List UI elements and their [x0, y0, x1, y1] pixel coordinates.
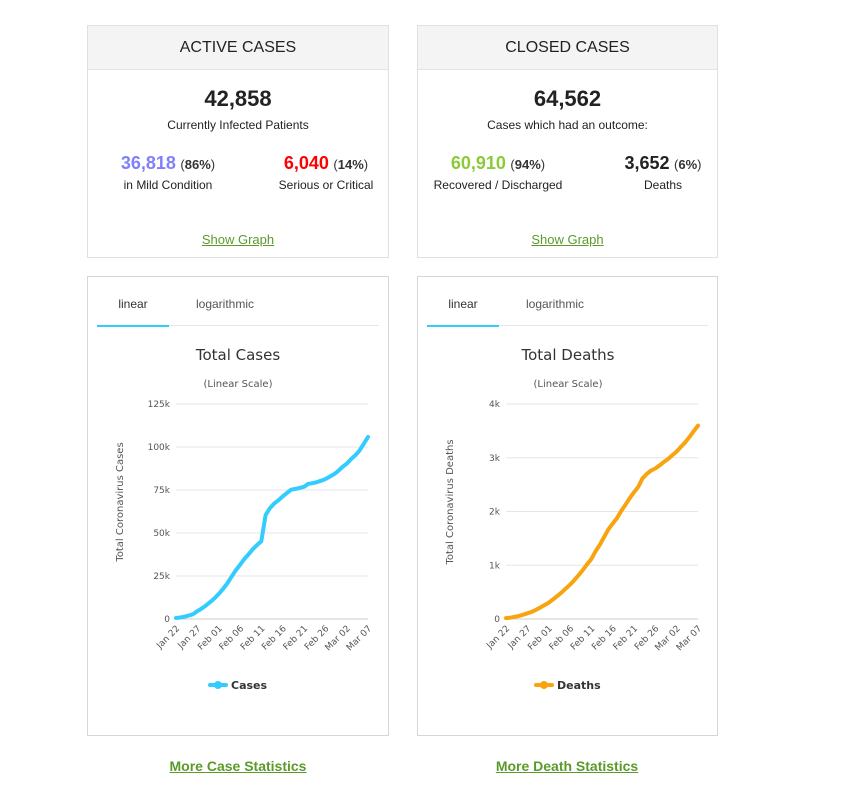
mild-label: in Mild Condition: [123, 178, 213, 192]
deaths-percent: (6%): [674, 157, 702, 172]
y-tick-label: 0: [164, 615, 170, 625]
y-tick-label: 1k: [489, 561, 501, 571]
y-tick-label: 25k: [153, 572, 170, 582]
cases-chart-tabs: linear logarithmic: [97, 287, 379, 327]
closed-cases-total-label: Cases which had an outcome:: [487, 118, 648, 132]
recovered-percent: (94%): [510, 157, 546, 172]
mild-count: 36,818: [120, 153, 176, 173]
y-tick-label: 4k: [489, 400, 501, 410]
active-show-graph-link[interactable]: Show Graph: [201, 232, 275, 247]
serious-count: 6,040: [283, 153, 329, 173]
y-tick-label: 125k: [148, 400, 171, 410]
deaths-chart-tabs: linear logarithmic: [427, 287, 708, 327]
closed-cases-panel: CLOSED CASES 64,562 Cases which had an o…: [417, 25, 718, 258]
recovered-stat: 60,910 (94%) Recovered / Discharged: [418, 153, 578, 192]
more-death-statistics-link[interactable]: More Death Statistics: [495, 758, 639, 774]
mild-percent: (86%): [180, 157, 216, 172]
tab-linear[interactable]: linear: [427, 287, 499, 327]
legend-label: Cases: [231, 679, 268, 692]
y-tick-label: 2k: [489, 508, 501, 518]
chart-legend: Deaths: [534, 679, 601, 692]
x-tick-label: Jan 22: [154, 624, 182, 652]
active-cases-total: 42,858: [204, 86, 272, 111]
cases-chart: Total Cases (Linear Scale) Total Coronav…: [115, 346, 375, 692]
y-axis-title: Total Coronavirus Deaths: [445, 439, 456, 565]
chart-subtitle: (Linear Scale): [534, 379, 603, 390]
chart-subtitle: (Linear Scale): [204, 379, 273, 390]
legend-marker: [540, 681, 548, 689]
y-tick-label: 100k: [148, 443, 171, 453]
y-tick-label: 0: [494, 615, 500, 625]
closed-cases-total: 64,562: [533, 86, 602, 111]
chart-title: Total Deaths: [521, 346, 615, 364]
series-line-deaths: [504, 423, 700, 621]
legend-marker: [214, 681, 222, 689]
chart-title: Total Cases: [195, 346, 281, 364]
active-cases-total-label: Currently Infected Patients: [167, 118, 309, 132]
active-cases-panel: ACTIVE CASES 42,858 Currently Infected P…: [87, 25, 389, 258]
cases-chart-panel: linear logarithmic Total Cases (Linear S…: [87, 276, 389, 736]
tab-logarithmic[interactable]: logarithmic: [195, 297, 255, 311]
serious-percent: (14%): [333, 157, 369, 172]
closed-show-graph-link[interactable]: Show Graph: [531, 232, 604, 247]
tab-linear[interactable]: linear: [97, 287, 169, 327]
y-tick-label: 3k: [489, 454, 501, 464]
chart-legend: Cases: [208, 679, 268, 692]
recovered-label: Recovered / Discharged: [433, 178, 563, 192]
deaths-chart: Total Deaths (Linear Scale) Total Corona…: [445, 346, 704, 692]
deaths-stat: 3,652 (6%) Deaths: [588, 153, 738, 192]
y-tick-label: 75k: [153, 486, 170, 496]
mild-condition-stat: 36,818 (86%) in Mild Condition: [88, 153, 248, 192]
more-case-statistics-link[interactable]: More Case Statistics: [169, 758, 307, 774]
tab-logarithmic[interactable]: logarithmic: [525, 297, 585, 311]
deaths-count: 3,652: [624, 153, 670, 173]
closed-cases-title: CLOSED CASES: [418, 26, 717, 70]
deaths-label: Deaths: [643, 178, 683, 192]
y-tick-label: 50k: [153, 529, 170, 539]
legend-label: Deaths: [557, 679, 601, 692]
y-axis-title: Total Coronavirus Cases: [115, 442, 126, 562]
active-cases-title: ACTIVE CASES: [88, 26, 388, 70]
x-tick-label: Jan 22: [484, 624, 512, 652]
serious-label: Serious or Critical: [278, 178, 374, 192]
serious-condition-stat: 6,040 (14%) Serious or Critical: [246, 153, 406, 192]
recovered-count: 60,910: [450, 153, 506, 173]
deaths-chart-panel: linear logarithmic Total Deaths (Linear …: [417, 276, 718, 736]
series-line-cases: [174, 435, 370, 620]
